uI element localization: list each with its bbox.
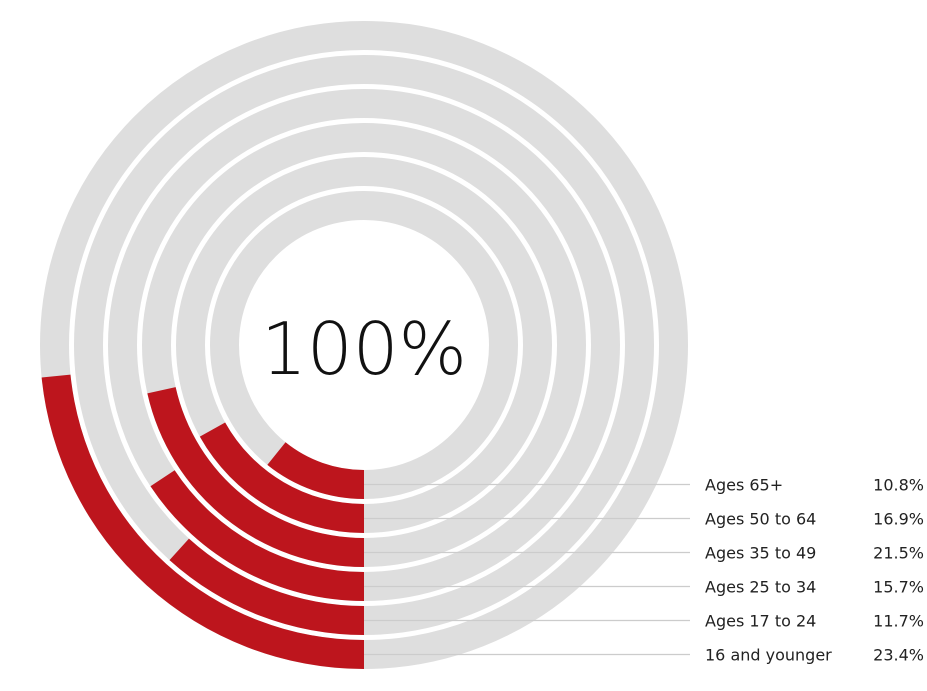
legend-value: 16.9% bbox=[873, 510, 924, 529]
center-label: 100% bbox=[261, 307, 467, 391]
leader-lines bbox=[364, 483, 690, 656]
ring-bar bbox=[147, 387, 364, 567]
ring-bars bbox=[41, 374, 365, 669]
ring-bar bbox=[267, 442, 364, 499]
legend-value: 10.8% bbox=[873, 476, 924, 495]
ring-bar bbox=[199, 422, 364, 534]
legend-value: 21.5% bbox=[873, 544, 924, 563]
legend-label: Ages 35 to 49 bbox=[705, 544, 816, 563]
legend-value: 11.7% bbox=[873, 612, 924, 631]
ring-bar bbox=[41, 374, 365, 669]
legend-value: 23.4% bbox=[873, 646, 924, 665]
legend-label: Ages 50 to 64 bbox=[705, 510, 816, 529]
ring-bar bbox=[169, 538, 364, 635]
legend-label: Ages 65+ bbox=[705, 476, 783, 495]
ring-bar bbox=[150, 470, 364, 601]
legend-label: 16 and younger bbox=[705, 646, 832, 665]
legend-label: Ages 17 to 24 bbox=[705, 612, 816, 631]
legend-label: Ages 25 to 34 bbox=[705, 578, 816, 597]
legend: Ages 65+ 10.8% Ages 50 to 64 16.9% Ages 35 t… bbox=[705, 476, 924, 665]
legend-value: 15.7% bbox=[873, 578, 924, 597]
